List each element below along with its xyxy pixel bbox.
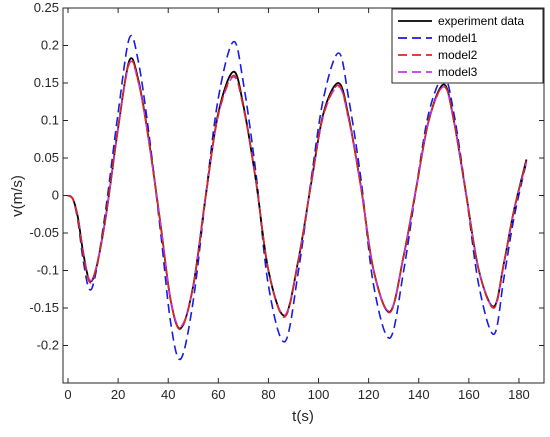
x-tick-label: 100 (308, 387, 330, 402)
legend-label: experiment data (438, 14, 524, 28)
y-tick-label: 0.2 (41, 38, 59, 53)
y-axis-label: v(m/s) (9, 175, 26, 217)
x-tick-label: 0 (64, 387, 71, 402)
y-tick-label: -0.1 (37, 263, 59, 278)
x-tick-label: 20 (111, 387, 125, 402)
x-axis-ticks: 0 20 40 60 80 100 120 140 160 180 (64, 8, 530, 402)
y-axis-ticks: -0.2 -0.15 -0.1 -0.05 0 0.05 0.1 0.15 0.2 0.25 (29, 0, 544, 353)
legend: experiment data model1 model2 model3 (391, 8, 544, 84)
y-tick-label: -0.2 (37, 338, 59, 353)
x-tick-label: 160 (458, 387, 480, 402)
y-tick-label: 0 (52, 188, 59, 203)
legend-label: model2 (438, 48, 478, 62)
x-tick-label: 180 (508, 387, 530, 402)
x-axis-label: t(s) (292, 408, 314, 425)
y-tick-label: 0.15 (34, 75, 59, 90)
legend-label: model3 (438, 65, 478, 79)
x-tick-label: 140 (408, 387, 430, 402)
x-tick-label: 80 (261, 387, 275, 402)
x-tick-label: 40 (161, 387, 175, 402)
y-tick-label: 0.1 (41, 113, 59, 128)
x-tick-label: 60 (211, 387, 225, 402)
series-line-model2 (67, 59, 528, 330)
y-tick-label: 0.25 (34, 0, 59, 15)
y-tick-label: -0.15 (29, 300, 59, 315)
y-tick-label: 0.05 (34, 150, 59, 165)
y-tick-label: -0.05 (29, 225, 59, 240)
x-tick-label: 120 (358, 387, 380, 402)
legend-label: model1 (438, 31, 478, 45)
